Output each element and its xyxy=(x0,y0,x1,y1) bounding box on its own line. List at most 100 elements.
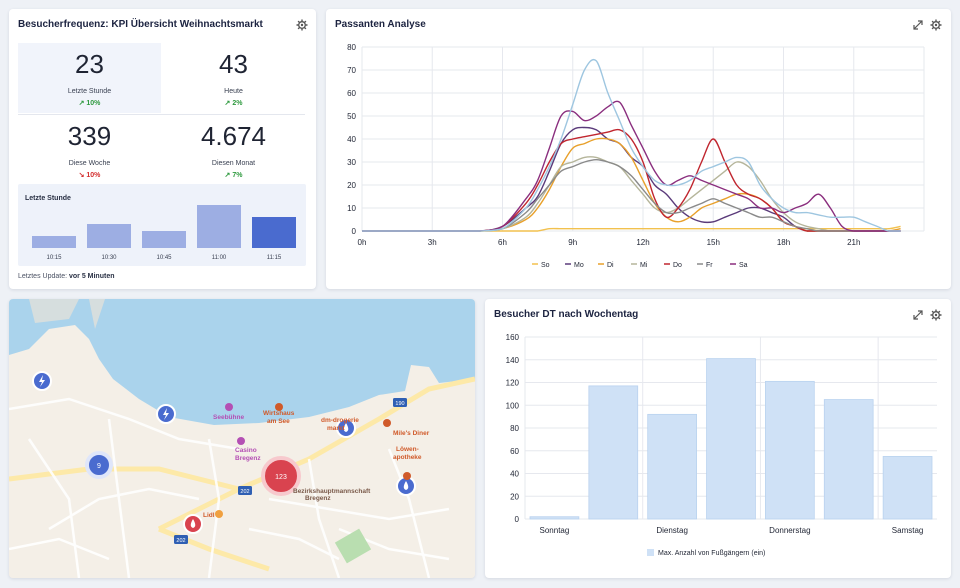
expand-icon[interactable] xyxy=(912,309,924,321)
drop-marker-red[interactable] xyxy=(183,514,203,534)
cluster-count-red: 123 xyxy=(275,474,287,481)
kpi-label: Heute xyxy=(224,88,243,95)
bar-samstag[interactable] xyxy=(882,456,933,520)
gear-icon[interactable] xyxy=(930,309,942,321)
poi-icon[interactable] xyxy=(215,510,223,518)
mini-bar xyxy=(32,236,76,248)
harbor-pier xyxy=(89,299,105,329)
mini-bar-label: 10:15 xyxy=(46,255,62,261)
kpi-change: ↗ 7% xyxy=(224,172,243,179)
map-label: Bregenz xyxy=(305,495,331,502)
harbor-pier xyxy=(29,299,79,323)
bar-dienstag[interactable] xyxy=(647,413,697,520)
map-label: Seebühne xyxy=(213,414,244,421)
x-tick-label: Donnerstag xyxy=(769,526,810,535)
lake xyxy=(9,299,475,425)
kpi-label: Diese Woche xyxy=(68,160,111,167)
y-tick-label: 20 xyxy=(347,181,356,190)
series-line-mi xyxy=(362,156,901,232)
x-tick-label: 15h xyxy=(707,238,720,247)
last-update: Letztes Update: vor 5 Minuten xyxy=(18,273,115,280)
legend-item-sa[interactable]: Sa xyxy=(739,262,748,269)
road-badge xyxy=(174,535,188,544)
poi-icon[interactable] xyxy=(275,403,283,411)
map-label: apotheke xyxy=(393,454,422,461)
kpi-change: ↗ 2% xyxy=(224,100,243,107)
map-label: Casino xyxy=(235,447,257,454)
bar-freitag[interactable] xyxy=(823,399,874,520)
y-tick-label: 140 xyxy=(506,356,520,365)
road-badge-number: 202 xyxy=(240,489,249,495)
last-update-value: vor 5 Minuten xyxy=(68,273,115,280)
bar-donnerstag[interactable] xyxy=(765,380,815,520)
y-tick-label: 40 xyxy=(510,470,519,479)
kpi-value: 23 xyxy=(75,49,104,79)
y-tick-label: 70 xyxy=(347,66,356,75)
cluster-count-blue: 9 xyxy=(97,463,101,470)
water-marker[interactable] xyxy=(336,418,356,438)
legend-item-di[interactable]: Di xyxy=(607,262,614,269)
cluster-marker-red[interactable] xyxy=(261,456,301,496)
map-card[interactable]: 9 123 Seebühne Wirtshaus am See dm-droge… xyxy=(9,299,475,578)
kpi-value: 339 xyxy=(67,121,112,151)
mini-bar-label: 11:00 xyxy=(211,255,227,261)
bar-montag[interactable] xyxy=(588,385,639,520)
map-label: Löwen- xyxy=(396,446,419,453)
cluster-marker-blue[interactable] xyxy=(85,451,113,479)
map-label: Wirtshaus xyxy=(263,410,295,417)
legend-item-mi[interactable]: Mi xyxy=(640,262,648,269)
legend-swatch xyxy=(647,549,654,556)
poi-icon[interactable] xyxy=(237,437,245,445)
series-line-so xyxy=(362,225,901,232)
map-label: dm-drogerie xyxy=(321,417,359,424)
legend-item-fr[interactable]: Fr xyxy=(706,262,713,269)
bar-mittwoch[interactable] xyxy=(706,358,756,520)
legend-item-mo[interactable]: Mo xyxy=(574,262,584,269)
kpi-card: Besucherfrequenz: KPI Übersicht Weihnach… xyxy=(9,9,316,289)
y-tick-label: 80 xyxy=(510,424,519,433)
series-line-blau xyxy=(362,58,901,232)
poi-icon[interactable] xyxy=(225,403,233,411)
legend-item-so[interactable]: So xyxy=(541,262,550,269)
x-tick-label: 9h xyxy=(568,238,577,247)
map-label: markt xyxy=(327,425,346,432)
water-marker[interactable] xyxy=(396,476,416,496)
kpi-value: 43 xyxy=(219,49,248,79)
bolt-marker[interactable] xyxy=(32,371,52,391)
y-tick-label: 120 xyxy=(506,379,520,388)
y-tick-label: 20 xyxy=(510,492,519,501)
mini-bar xyxy=(142,231,186,248)
road-badge xyxy=(238,486,252,495)
gear-icon[interactable] xyxy=(930,19,942,31)
road-badge xyxy=(393,398,407,407)
series-line-fr xyxy=(362,158,901,232)
legend-item-do[interactable]: Do xyxy=(673,262,682,269)
mini-bar-label: 10:30 xyxy=(101,255,117,261)
bolt-marker[interactable] xyxy=(156,404,176,424)
poi-icon[interactable] xyxy=(383,419,391,427)
y-tick-label: 0 xyxy=(515,515,520,524)
bar-sonntag[interactable] xyxy=(529,516,580,520)
road-badge-number: 190 xyxy=(395,401,404,407)
kpi-divider xyxy=(18,114,305,115)
gear-icon[interactable] xyxy=(296,19,308,31)
y-tick-label: 160 xyxy=(506,333,520,342)
kpi-last-hour: 23 Letzte Stunde ↗ 10% xyxy=(18,43,161,113)
kpi-label: Diesen Monat xyxy=(211,160,256,167)
y-tick-label: 100 xyxy=(506,401,520,410)
mini-bar xyxy=(252,216,296,248)
x-tick-label: Sonntag xyxy=(540,526,570,535)
expand-icon[interactable] xyxy=(912,19,924,31)
mini-bar xyxy=(87,224,131,248)
road-badge-number: 202 xyxy=(176,538,185,544)
x-tick-label: Samstag xyxy=(892,526,924,535)
map-canvas[interactable]: 9 123 Seebühne Wirtshaus am See dm-droge… xyxy=(9,299,475,578)
x-tick-label: 3h xyxy=(428,238,437,247)
passanten-card: Passanten Analyse 0 10 20 30 40 50 60 70 80 0h 3h 6… xyxy=(326,9,951,289)
legend-item[interactable]: Max. Anzahl von Fußgängern (ein) xyxy=(658,550,765,557)
kpi-title: Besucherfrequenz: KPI Übersicht Weihnach… xyxy=(18,19,263,30)
map-label: Bezirkshauptmannschaft xyxy=(293,488,371,495)
x-tick-label: 21h xyxy=(847,238,860,247)
poi-icon[interactable] xyxy=(403,472,411,480)
besucher-bar-chart: 0 20 40 60 80 100 120 140 160 Sonntag Dienstag Donn… xyxy=(506,333,937,557)
